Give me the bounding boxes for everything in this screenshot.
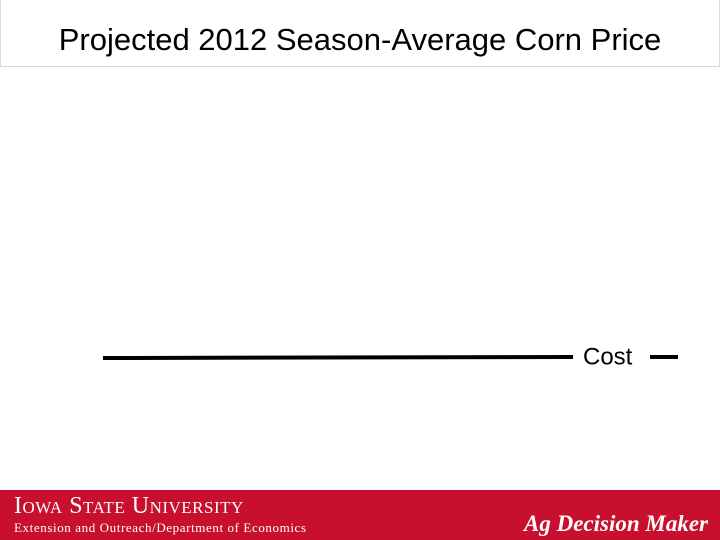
slide-title: Projected 2012 Season-Average Corn Price [0, 0, 720, 67]
footer: Iowa State University Extension and Outr… [0, 490, 720, 540]
cost-label: Cost [583, 343, 633, 370]
brand: Ag Decision Maker [524, 511, 708, 536]
department: Extension and Outreach/Department of Eco… [14, 520, 307, 535]
university: Iowa State University [14, 493, 244, 519]
diagram: Cost [102, 343, 678, 370]
cost-line [102, 355, 574, 360]
